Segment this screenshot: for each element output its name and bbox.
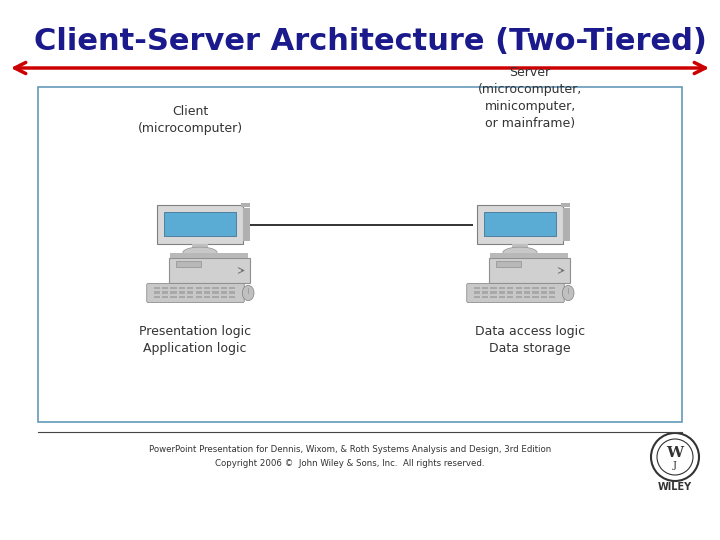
Bar xyxy=(187,296,194,299)
Bar xyxy=(532,291,539,294)
Ellipse shape xyxy=(562,285,574,301)
Bar xyxy=(482,296,488,299)
Bar xyxy=(153,296,160,299)
Bar xyxy=(153,287,160,289)
Bar xyxy=(512,244,528,253)
Bar xyxy=(179,291,185,294)
Bar xyxy=(192,244,208,253)
FancyBboxPatch shape xyxy=(490,253,567,258)
FancyBboxPatch shape xyxy=(243,207,250,241)
Bar xyxy=(524,296,530,299)
Bar xyxy=(490,296,497,299)
Bar xyxy=(196,296,202,299)
Bar xyxy=(179,296,185,299)
Bar xyxy=(507,296,513,299)
Text: Presentation logic
Application logic: Presentation logic Application logic xyxy=(139,325,251,355)
Bar xyxy=(549,291,555,294)
Bar xyxy=(516,296,522,299)
Text: Server
(microcomputer,
minicomputer,
or mainframe): Server (microcomputer, minicomputer, or … xyxy=(478,66,582,130)
Ellipse shape xyxy=(183,247,217,258)
Text: W: W xyxy=(667,446,683,460)
Bar xyxy=(204,296,210,299)
Bar xyxy=(482,291,488,294)
Ellipse shape xyxy=(503,247,537,258)
Bar xyxy=(171,291,176,294)
Bar xyxy=(549,296,555,299)
Bar xyxy=(507,287,513,289)
Bar xyxy=(474,287,480,289)
FancyBboxPatch shape xyxy=(467,284,564,302)
Bar xyxy=(162,287,168,289)
Bar xyxy=(153,291,160,294)
Bar xyxy=(179,287,185,289)
Bar xyxy=(541,296,547,299)
Bar xyxy=(499,287,505,289)
Bar xyxy=(196,291,202,294)
FancyBboxPatch shape xyxy=(485,212,556,237)
FancyBboxPatch shape xyxy=(147,284,244,302)
FancyBboxPatch shape xyxy=(176,261,201,267)
FancyBboxPatch shape xyxy=(495,261,521,267)
Bar xyxy=(187,291,194,294)
Bar xyxy=(524,287,530,289)
FancyBboxPatch shape xyxy=(168,258,250,283)
Bar xyxy=(212,296,219,299)
FancyBboxPatch shape xyxy=(561,203,570,207)
Bar xyxy=(162,291,168,294)
Bar xyxy=(204,287,210,289)
Bar xyxy=(229,287,235,289)
FancyBboxPatch shape xyxy=(157,205,243,244)
Bar xyxy=(499,291,505,294)
Bar xyxy=(490,291,497,294)
Bar xyxy=(516,287,522,289)
Text: J: J xyxy=(673,461,677,469)
Bar xyxy=(549,287,555,289)
Bar xyxy=(229,291,235,294)
FancyBboxPatch shape xyxy=(171,253,248,258)
Bar xyxy=(204,291,210,294)
Bar xyxy=(490,287,497,289)
Bar xyxy=(171,287,176,289)
Bar xyxy=(171,296,176,299)
Ellipse shape xyxy=(243,285,254,301)
Bar xyxy=(212,287,219,289)
Bar xyxy=(187,287,194,289)
Bar xyxy=(524,291,530,294)
Bar xyxy=(38,87,682,422)
Bar xyxy=(499,296,505,299)
Text: WILEY: WILEY xyxy=(658,482,692,492)
Bar xyxy=(220,287,227,289)
Bar xyxy=(541,287,547,289)
FancyBboxPatch shape xyxy=(241,203,250,207)
Bar xyxy=(541,291,547,294)
Bar xyxy=(474,291,480,294)
Bar xyxy=(229,296,235,299)
Bar xyxy=(507,291,513,294)
Bar xyxy=(474,296,480,299)
FancyBboxPatch shape xyxy=(488,258,570,283)
Bar xyxy=(516,291,522,294)
Text: Copyright 2006 ©  John Wiley & Sons, Inc.  All rights reserved.: Copyright 2006 © John Wiley & Sons, Inc.… xyxy=(215,460,485,469)
Text: Client
(microcomputer): Client (microcomputer) xyxy=(138,105,243,135)
Bar xyxy=(532,296,539,299)
Text: Client-Server Architecture (Two-Tiered): Client-Server Architecture (Two-Tiered) xyxy=(34,28,706,57)
Bar xyxy=(482,287,488,289)
FancyBboxPatch shape xyxy=(563,207,570,241)
FancyBboxPatch shape xyxy=(477,205,563,244)
Text: Data access logic
Data storage: Data access logic Data storage xyxy=(475,325,585,355)
Bar xyxy=(220,296,227,299)
Bar xyxy=(220,291,227,294)
Bar xyxy=(196,287,202,289)
FancyBboxPatch shape xyxy=(164,212,235,237)
Bar xyxy=(162,296,168,299)
Bar xyxy=(532,287,539,289)
Bar xyxy=(212,291,219,294)
Text: PowerPoint Presentation for Dennis, Wixom, & Roth Systems Analysis and Design, 3: PowerPoint Presentation for Dennis, Wixo… xyxy=(149,446,551,455)
